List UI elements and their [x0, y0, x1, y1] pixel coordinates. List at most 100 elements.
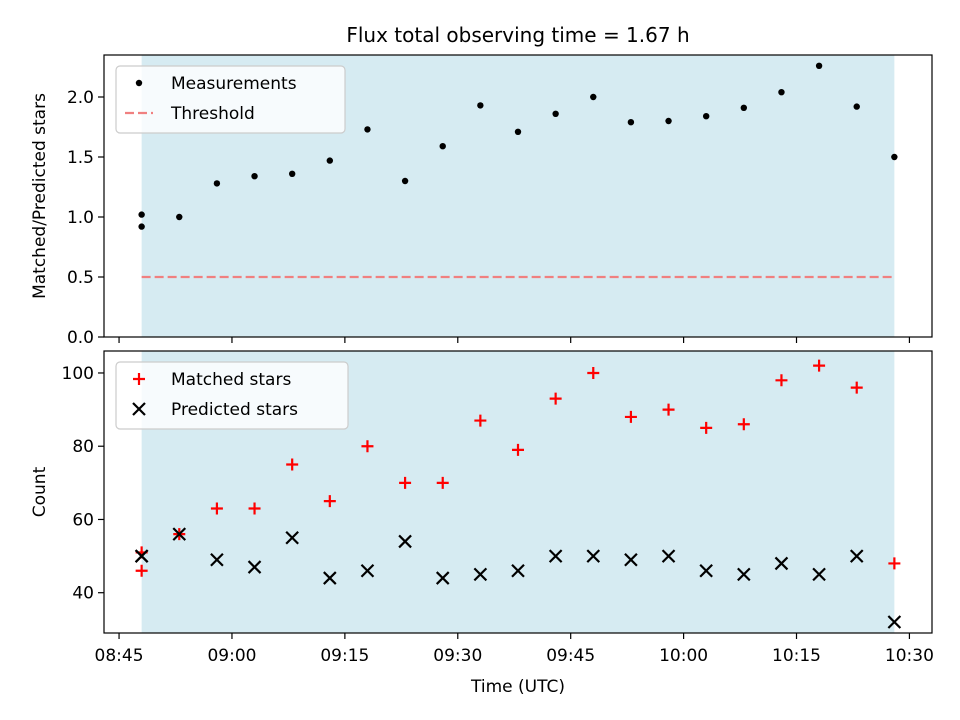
measurements-point: [665, 117, 672, 125]
y-tick-label: 1.5: [67, 148, 94, 168]
matched-stars-point: [587, 366, 600, 379]
y-axis-label: Count: [30, 466, 50, 517]
matched-stars-point: [850, 381, 863, 394]
x-tick-label: 10:15: [772, 646, 821, 666]
predicted-stars-point: [812, 567, 826, 582]
measurements-point: [815, 62, 823, 69]
figure-title: Flux total observing time = 1.67 h: [346, 23, 689, 47]
y-tick-label: 0.5: [67, 268, 94, 288]
predicted-stars-point: [323, 571, 337, 585]
axes-frame: [103, 350, 933, 634]
x-tick-label: 09:00: [207, 646, 256, 666]
y-tick-label: 80: [72, 437, 94, 457]
legend-x-swatch: [132, 402, 146, 416]
x-tick-label: 08:45: [95, 646, 144, 666]
matched-stars-point: [624, 410, 637, 423]
measurements-point: [627, 119, 635, 126]
measurements-point: [778, 89, 785, 96]
matched-stars-point: [248, 502, 261, 515]
matched-stars-point: [361, 440, 374, 453]
measurements-point: [439, 143, 446, 150]
x-tick-label: 10:00: [659, 646, 708, 666]
predicted-stars-point: [172, 527, 187, 541]
matched-stars-point: [399, 476, 412, 489]
axes-frame: [103, 54, 933, 338]
legend-dot-swatch: [135, 79, 143, 87]
measurements-point: [213, 180, 221, 187]
x-tick-label: 09:30: [433, 646, 482, 666]
measurements-point: [138, 223, 145, 230]
matched-stars-point: [474, 414, 487, 427]
predicted-stars-point: [548, 549, 563, 563]
predicted-stars-point: [360, 563, 375, 578]
legend-label: Predicted stars: [171, 400, 298, 420]
matched-stars-point: [662, 403, 675, 416]
measurements-point: [401, 177, 409, 185]
predicted-stars-point: [661, 549, 676, 563]
matched-stars-point: [700, 421, 713, 434]
predicted-stars-point: [624, 552, 638, 567]
x-tick-label: 09:15: [320, 646, 369, 666]
measurements-point: [176, 213, 183, 221]
measurements-point: [552, 110, 559, 118]
matched-stars-point: [210, 502, 223, 515]
matched-stars-point: [775, 374, 788, 387]
ratio-panel: 0.0 0.5 1.0 1.5 2.0 Matched/Predicted stars Me…: [30, 54, 933, 348]
matched-stars-point: [549, 392, 562, 405]
matched-stars-point: [737, 418, 750, 431]
predicted-stars-point: [774, 556, 789, 571]
matched-stars-point: [135, 564, 148, 577]
measurements-point: [702, 113, 710, 120]
measurements-point: [514, 128, 522, 135]
count-panel: 40 60 80 100 Count 08:45 09:00 09:15 09:30 09:45 1…: [30, 350, 934, 697]
measurements-point: [364, 126, 371, 133]
y-axis-label: Matched/Predicted stars: [30, 93, 50, 299]
measurements-point: [251, 173, 258, 180]
y-tick-label: 0.0: [67, 328, 94, 348]
y-tick-label: 40: [72, 584, 94, 604]
measurements-point: [326, 157, 334, 164]
x-tick-label: 10:30: [885, 646, 934, 666]
matched-stars-point: [286, 458, 299, 471]
predicted-stars-point: [435, 571, 450, 585]
legend-box: [115, 65, 346, 134]
predicted-stars-point: [586, 549, 601, 563]
y-tick-label: 100: [62, 364, 94, 384]
legend-box: [115, 361, 349, 430]
measurements-point: [891, 153, 898, 161]
legend-label: Matched stars: [171, 370, 291, 390]
x-tick-label: 09:45: [546, 646, 595, 666]
y-tick-label: 60: [72, 510, 94, 530]
predicted-stars-point: [285, 531, 299, 545]
predicted-stars-point: [511, 563, 525, 578]
x-axis-label: Time (UTC): [470, 677, 565, 697]
matched-stars-point: [888, 557, 901, 570]
legend-label: Measurements: [171, 74, 297, 94]
measurements-point: [853, 103, 860, 110]
measurements-point: [288, 170, 296, 177]
measurements-point: [477, 102, 484, 109]
legend: Measurements Threshold: [115, 65, 346, 134]
measurements-point: [740, 104, 748, 112]
matched-stars-point: [323, 495, 336, 508]
predicted-stars-point: [210, 552, 224, 567]
predicted-stars-point: [699, 563, 713, 578]
predicted-stars-point: [887, 615, 902, 629]
legend: Matched stars Predicted stars: [115, 361, 349, 430]
matched-stars-point: [512, 443, 524, 456]
matched-stars-point: [436, 476, 449, 489]
measurements-point: [138, 211, 145, 218]
predicted-stars-point: [737, 567, 751, 582]
predicted-stars-point: [473, 567, 488, 582]
predicted-stars-point: [134, 549, 149, 563]
predicted-stars-point: [247, 560, 262, 574]
matched-stars-point: [813, 359, 826, 372]
predicted-stars-point: [849, 549, 864, 563]
predicted-stars-point: [398, 534, 412, 549]
legend-plus-swatch: [133, 373, 145, 385]
legend-label: Threshold: [170, 104, 255, 124]
y-tick-label: 2.0: [67, 88, 94, 108]
y-tick-label: 1.0: [67, 208, 94, 228]
measurements-point: [590, 93, 597, 101]
